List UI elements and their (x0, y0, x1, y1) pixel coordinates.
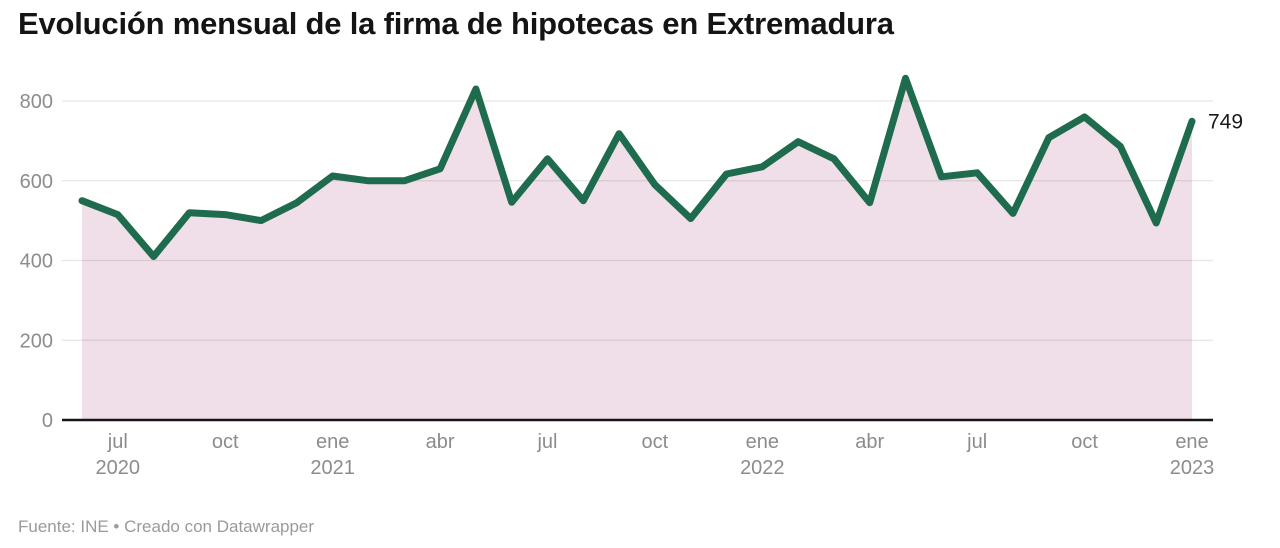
y-axis-label-200: 200 (20, 330, 53, 352)
x-axis-label-ene: ene (746, 431, 779, 453)
page-title: Evolución mensual de la firma de hipotec… (18, 6, 894, 41)
footer-credit: Fuente: INE • Creado con Datawrapper (18, 517, 315, 536)
x-axis-label-oct: oct (1071, 431, 1098, 453)
y-axis-label-0: 0 (42, 410, 53, 432)
x-axis-label-ene: ene (316, 431, 349, 453)
x-axis-label-abr: abr (426, 431, 455, 453)
x-axis-label-oct: oct (642, 431, 669, 453)
x-axis-label-abr: abr (855, 431, 884, 453)
x-axis-label-jul: jul (966, 431, 987, 453)
last-value-label: 749 (1208, 110, 1243, 133)
x-axis-year-label-2022: 2022 (740, 457, 785, 479)
y-axis-label-400: 400 (20, 251, 53, 273)
y-axis-label-600: 600 (20, 171, 53, 193)
x-axis-year-label-2023: 2023 (1170, 457, 1215, 479)
data-line (78, 74, 1196, 260)
y-axis-label-800: 800 (20, 91, 53, 113)
x-axis-year-label-2020: 2020 (96, 457, 141, 479)
x-axis-label-ene: ene (1175, 431, 1208, 453)
x-axis-label-oct: oct (212, 431, 239, 453)
area-fill (82, 78, 1192, 421)
x-axis-label-jul: jul (536, 431, 557, 453)
x-axis-label-jul: jul (107, 431, 128, 453)
x-axis-year-label-2021: 2021 (310, 457, 355, 479)
